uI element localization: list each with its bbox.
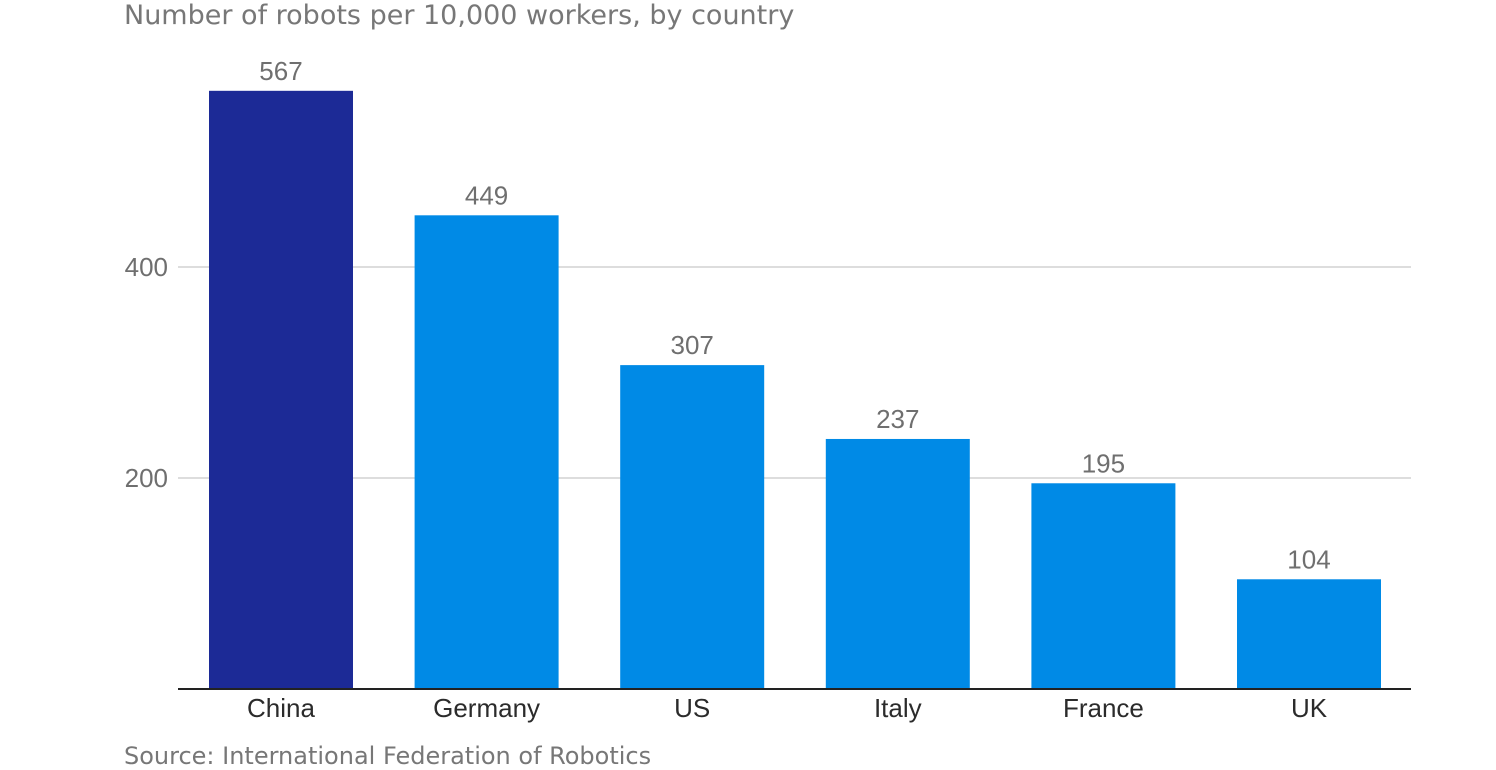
value-label-germany: 449 bbox=[465, 180, 508, 210]
chart-title: Number of robots per 10,000 workers, by … bbox=[124, 0, 795, 31]
category-label-france: France bbox=[1063, 693, 1144, 723]
value-labels: 567 449 307 237 195 104 bbox=[259, 56, 1330, 574]
value-label-us: 307 bbox=[671, 330, 714, 360]
category-label-us: US bbox=[674, 693, 710, 723]
y-tick-label-400: 400 bbox=[125, 252, 168, 282]
category-label-uk: UK bbox=[1291, 693, 1328, 723]
value-label-italy: 237 bbox=[876, 404, 919, 434]
grid-lines bbox=[178, 266, 1411, 479]
y-tick-label-200: 200 bbox=[125, 463, 168, 493]
value-label-uk: 104 bbox=[1287, 544, 1330, 574]
bar-us bbox=[620, 365, 765, 689]
category-label-china: China bbox=[247, 693, 315, 723]
bar-italy bbox=[825, 438, 970, 689]
category-label-italy: Italy bbox=[874, 693, 922, 723]
bar-china bbox=[209, 90, 353, 689]
category-label-germany: Germany bbox=[433, 693, 540, 723]
category-labels: China Germany US Italy France UK bbox=[247, 693, 1328, 723]
chart-source: Source: International Federation of Robo… bbox=[124, 742, 652, 770]
bar-uk bbox=[1237, 579, 1381, 689]
value-label-france: 195 bbox=[1082, 448, 1125, 478]
bar-germany bbox=[414, 215, 559, 689]
value-label-china: 567 bbox=[259, 56, 302, 86]
bars bbox=[209, 90, 1381, 689]
y-tick-labels: 200 400 bbox=[125, 252, 168, 493]
bar-france bbox=[1031, 483, 1176, 689]
bar-chart: 200 400 567 449 307 237 195 104 China Germany US… bbox=[125, 56, 1411, 723]
